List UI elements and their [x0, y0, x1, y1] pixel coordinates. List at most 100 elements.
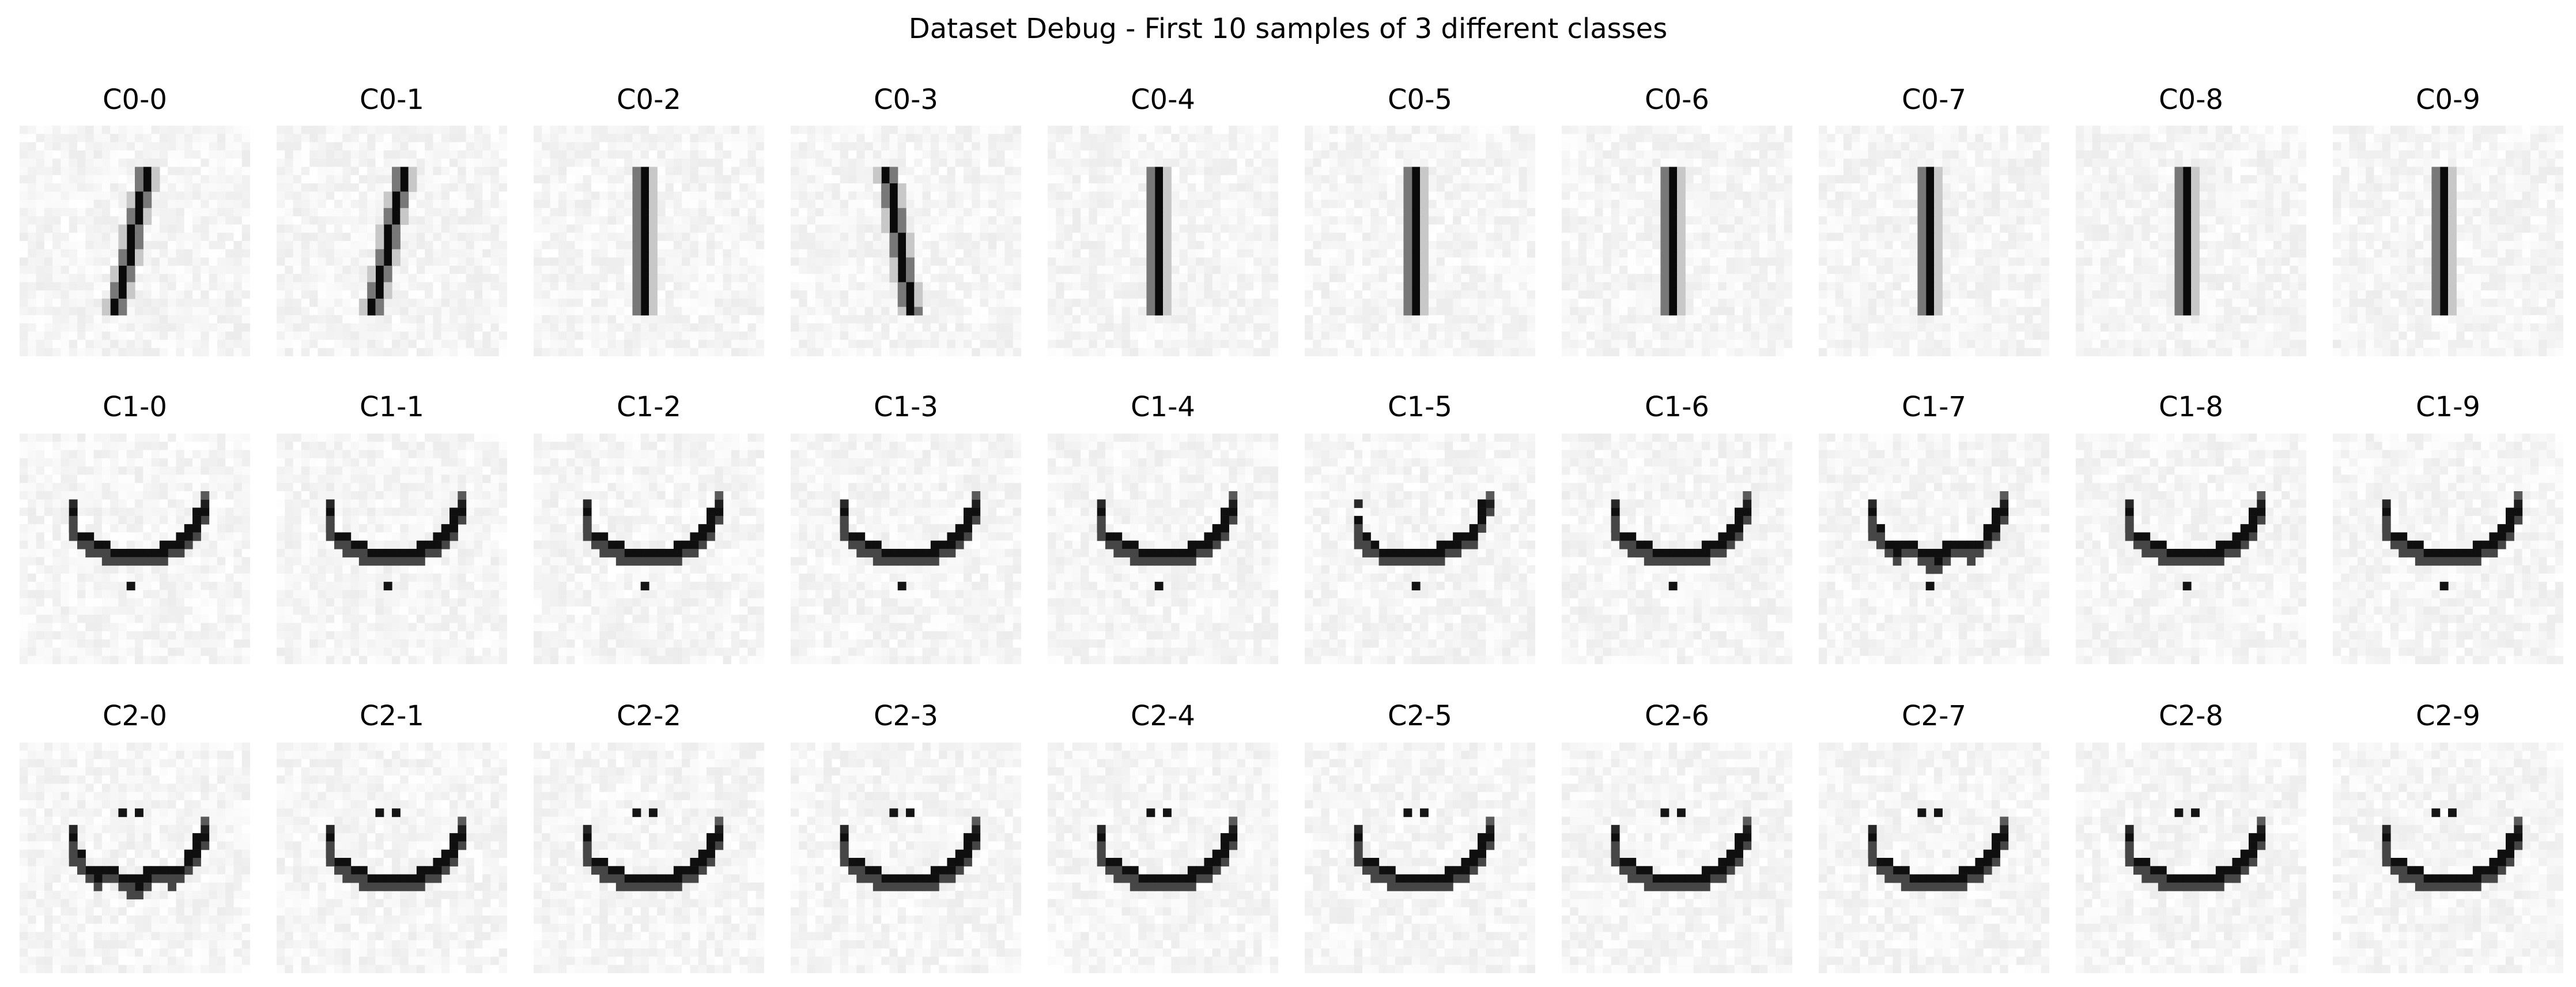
glyph-stroke — [2481, 874, 2490, 883]
glyph-stroke — [2182, 882, 2192, 891]
glyph-stroke — [889, 167, 898, 176]
glyph-stroke — [118, 257, 127, 266]
glyph-stroke — [1627, 549, 1637, 557]
glyph-stroke — [1652, 882, 1661, 891]
glyph-stroke — [1146, 191, 1155, 201]
glyph-stroke — [2464, 882, 2473, 891]
glyph-stroke — [1362, 549, 1371, 557]
glyph-stroke — [1925, 216, 1935, 225]
sample-image — [1048, 434, 1278, 664]
glyph-stroke — [840, 507, 849, 517]
glyph-stroke — [1611, 532, 1620, 541]
glyph-stroke — [1701, 540, 1710, 549]
glyph-stroke — [1171, 874, 1180, 883]
glyph-stroke — [690, 540, 699, 549]
glyph-stroke — [889, 175, 898, 184]
glyph-stroke — [458, 824, 467, 834]
glyph-stroke — [1187, 866, 1196, 875]
glyph-stroke — [1204, 874, 1213, 883]
glyph-stroke — [1420, 199, 1429, 209]
glyph-stroke — [881, 167, 890, 176]
sample-label: C2-1 — [254, 700, 530, 732]
glyph-stroke — [2232, 540, 2241, 549]
glyph-stroke — [1354, 833, 1363, 842]
glyph-stroke — [168, 549, 177, 557]
glyph-stroke — [118, 290, 127, 299]
glyph-stroke — [889, 265, 898, 274]
glyph-stroke — [2240, 524, 2249, 533]
glyph-stroke — [2489, 866, 2498, 875]
glyph-stroke — [2431, 167, 2441, 176]
glyph-stroke — [1701, 882, 1710, 891]
glyph-stroke — [2125, 858, 2134, 867]
glyph-stroke — [1163, 224, 1172, 233]
glyph-stroke — [1362, 540, 1371, 549]
glyph-stroke — [2382, 833, 2391, 842]
glyph-stroke — [1179, 557, 1188, 566]
glyph-stroke — [1146, 307, 1155, 316]
glyph-stroke — [69, 833, 78, 842]
glyph-stroke — [1958, 540, 1967, 549]
glyph-stroke — [184, 540, 193, 549]
glyph-stroke — [1478, 833, 1486, 842]
glyph-stroke — [1660, 249, 1670, 258]
glyph-stroke — [914, 874, 923, 883]
glyph-stroke — [118, 307, 127, 316]
glyph-stroke — [1992, 849, 2000, 858]
glyph-stroke — [143, 175, 152, 184]
glyph-stroke — [1660, 265, 1670, 274]
glyph-stroke — [1627, 866, 1637, 875]
glyph-stroke — [889, 216, 898, 225]
sample-image — [20, 743, 250, 973]
glyph-stroke — [1925, 257, 1935, 266]
glyph-stroke — [673, 866, 682, 875]
glyph-stroke — [1718, 532, 1727, 541]
glyph-stroke — [69, 499, 78, 508]
glyph-stroke — [1221, 524, 1229, 533]
glyph-stroke — [1611, 507, 1620, 517]
glyph-stroke — [1469, 532, 1478, 541]
glyph-stroke — [2191, 216, 2200, 225]
glyph-stroke — [1163, 232, 1172, 242]
glyph-stroke — [450, 858, 458, 867]
glyph-stroke — [433, 532, 442, 541]
glyph-stroke — [632, 183, 641, 192]
glyph-stroke — [1370, 858, 1380, 867]
glyph-stroke — [1611, 524, 1620, 533]
glyph-stroke — [2240, 866, 2249, 875]
glyph-stroke — [2174, 232, 2184, 242]
glyph-stroke — [1735, 524, 1743, 533]
glyph-stroke — [392, 549, 401, 557]
glyph-stroke — [632, 282, 641, 291]
glyph-stroke — [2439, 557, 2449, 566]
glyph-stroke — [392, 199, 401, 209]
glyph-stroke — [450, 507, 458, 517]
glyph-stroke — [110, 282, 119, 291]
glyph-stroke — [93, 549, 103, 557]
glyph-stroke — [715, 507, 724, 517]
glyph-stroke — [400, 191, 409, 201]
glyph-stroke — [2182, 307, 2192, 316]
glyph-stroke — [1975, 874, 1984, 883]
glyph-stroke — [632, 175, 641, 184]
glyph-stroke — [367, 274, 376, 283]
glyph-stroke — [632, 549, 641, 557]
glyph-stroke — [1461, 532, 1470, 541]
glyph-stroke — [2249, 532, 2257, 541]
glyph-stroke — [964, 507, 972, 517]
glyph-stroke — [367, 265, 376, 274]
glyph-stroke — [715, 491, 724, 500]
glyph-stroke — [126, 216, 135, 225]
glyph-stroke — [1876, 524, 1885, 533]
glyph-stroke — [1229, 816, 1238, 826]
glyph-stroke — [698, 540, 707, 549]
glyph-stroke — [135, 891, 143, 900]
glyph-stroke — [375, 290, 384, 299]
glyph-stroke — [151, 557, 160, 566]
glyph-stroke — [889, 241, 898, 250]
glyph-stroke — [1934, 216, 1943, 225]
glyph-stroke — [2439, 265, 2449, 274]
glyph-stroke — [2133, 532, 2142, 541]
glyph-stroke — [2249, 524, 2257, 533]
glyph-stroke — [2448, 265, 2457, 274]
